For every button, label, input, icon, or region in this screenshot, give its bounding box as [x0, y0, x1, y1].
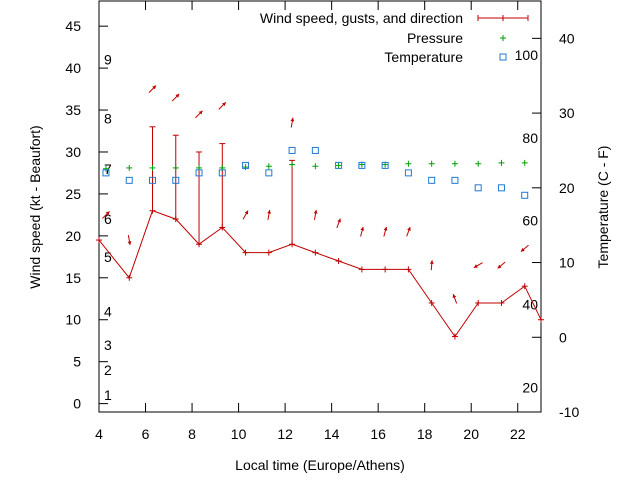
wind-arrow-head — [198, 110, 203, 115]
temperature-point — [311, 146, 319, 154]
temperature-point — [172, 176, 180, 184]
temperature-point — [381, 161, 389, 169]
wind-arrow-head — [267, 209, 271, 214]
wind-direction-arrows — [102, 85, 529, 304]
wind-arrow-head — [105, 211, 110, 216]
temperature-series — [102, 146, 529, 199]
y-left-tick-label: 10 — [65, 312, 81, 328]
left-axis-ticks: 0 5 10 15 20 25 30 35 40 45 — [65, 18, 108, 412]
x-tick-label: 14 — [324, 426, 340, 442]
temperature-point — [404, 169, 412, 177]
x-tick-label: 12 — [277, 426, 293, 442]
y-left-tick-label: 20 — [65, 228, 81, 244]
y-right-tick-label: 0 — [559, 329, 567, 345]
y-right-tick-label: 10 — [559, 255, 575, 271]
y-axis-right-title: Temperature (C - F) — [595, 146, 611, 269]
fahrenheit-label: 40 — [522, 296, 538, 312]
bottom-axis-ticks: 4 6 8 10 12 14 16 18 20 22 — [95, 1, 526, 442]
x-tick-label: 20 — [463, 426, 479, 442]
x-tick-label: 22 — [510, 426, 526, 442]
wind-arrow-head — [429, 260, 434, 264]
temperature-point — [521, 191, 529, 199]
y-left-tick-label: 5 — [73, 354, 81, 370]
wind-arrow-head — [360, 226, 365, 231]
x-tick-label: 10 — [231, 426, 247, 442]
wind-arrow-head — [473, 264, 478, 268]
fahrenheit-label: 20 — [522, 379, 538, 395]
x-tick-label: 16 — [370, 426, 386, 442]
temperature-point — [497, 184, 505, 192]
wind-arrow-head — [244, 210, 249, 215]
beaufort-label: 8 — [104, 110, 112, 126]
y-left-tick-label: 0 — [73, 396, 81, 412]
fahrenheit-label: 60 — [522, 213, 538, 229]
legend-swatch — [499, 53, 507, 61]
x-axis-title: Local time (Europe/Athens) — [235, 457, 405, 473]
y-left-tick-label: 15 — [65, 270, 81, 286]
y-left-tick-label: 45 — [65, 18, 81, 34]
legend-label: Pressure — [407, 30, 463, 46]
y-left-tick-label: 35 — [65, 102, 81, 118]
wind-arrow-head — [127, 241, 132, 245]
wind-series — [96, 126, 544, 340]
beaufort-label: 2 — [104, 362, 112, 378]
wind-arrow-head — [290, 117, 295, 122]
temperature-point — [242, 161, 250, 169]
temperature-point — [102, 169, 110, 177]
beaufort-label: 9 — [104, 52, 112, 68]
y-left-tick-label: 25 — [65, 186, 81, 202]
beaufort-label: 6 — [104, 211, 112, 227]
temperature-point — [474, 184, 482, 192]
x-tick-label: 18 — [417, 426, 433, 442]
wind-speed-line — [98, 210, 542, 338]
fahrenheit-label: 100 — [515, 47, 539, 63]
temperature-point — [428, 176, 436, 184]
temperature-point — [149, 176, 157, 184]
y-right-tick-label: 40 — [559, 30, 575, 46]
beaufort-label: 1 — [104, 387, 112, 403]
wind-arrow-head — [337, 218, 341, 223]
y-right-tick-label: 20 — [559, 180, 575, 196]
y-left-tick-label: 40 — [65, 60, 81, 76]
wind-arrow-head — [407, 226, 411, 231]
temperature-point — [125, 176, 133, 184]
wind-arrow-head — [313, 209, 318, 214]
pressure-series — [102, 159, 528, 172]
plot-frame — [98, 0, 542, 413]
wind-arrow-head — [497, 264, 502, 269]
fahrenheit-label: 80 — [522, 130, 538, 146]
wind-arrow-head — [383, 226, 388, 231]
right-axis-ticks: -10 0 10 20 30 40 — [532, 30, 579, 420]
x-tick-label: 6 — [142, 426, 150, 442]
beaufort-label: 4 — [104, 303, 112, 319]
temperature-point — [195, 169, 203, 177]
y-right-tick-label: 30 — [559, 105, 575, 121]
temperature-point — [265, 169, 273, 177]
beaufort-label: 5 — [104, 249, 112, 265]
x-tick-label: 4 — [95, 426, 103, 442]
wind-arrow-head — [221, 102, 226, 107]
x-tick-label: 8 — [188, 426, 196, 442]
y-right-tick-label: -10 — [559, 404, 579, 420]
wind-arrow-head — [452, 294, 457, 299]
y-left-tick-label: 30 — [65, 144, 81, 160]
temperature-point — [288, 146, 296, 154]
legend-label: Wind speed, gusts, and direction — [260, 10, 463, 26]
wind-arrow-head — [152, 85, 157, 90]
wind-arrow-head — [175, 93, 180, 98]
temperature-point — [218, 169, 226, 177]
temperature-point — [451, 176, 459, 184]
wind-arrow-head — [520, 247, 525, 252]
temperature-point — [335, 161, 343, 169]
beaufort-label: 3 — [104, 337, 112, 353]
y-axis-left-title: Wind speed (kt - Beaufort) — [27, 125, 43, 288]
temperature-point — [358, 161, 366, 169]
legend-label: Temperature — [384, 49, 463, 65]
fahrenheit-labels: 20 40 60 80 100 — [515, 47, 539, 396]
legend: Wind speed, gusts, and direction Pressure… — [260, 10, 529, 65]
